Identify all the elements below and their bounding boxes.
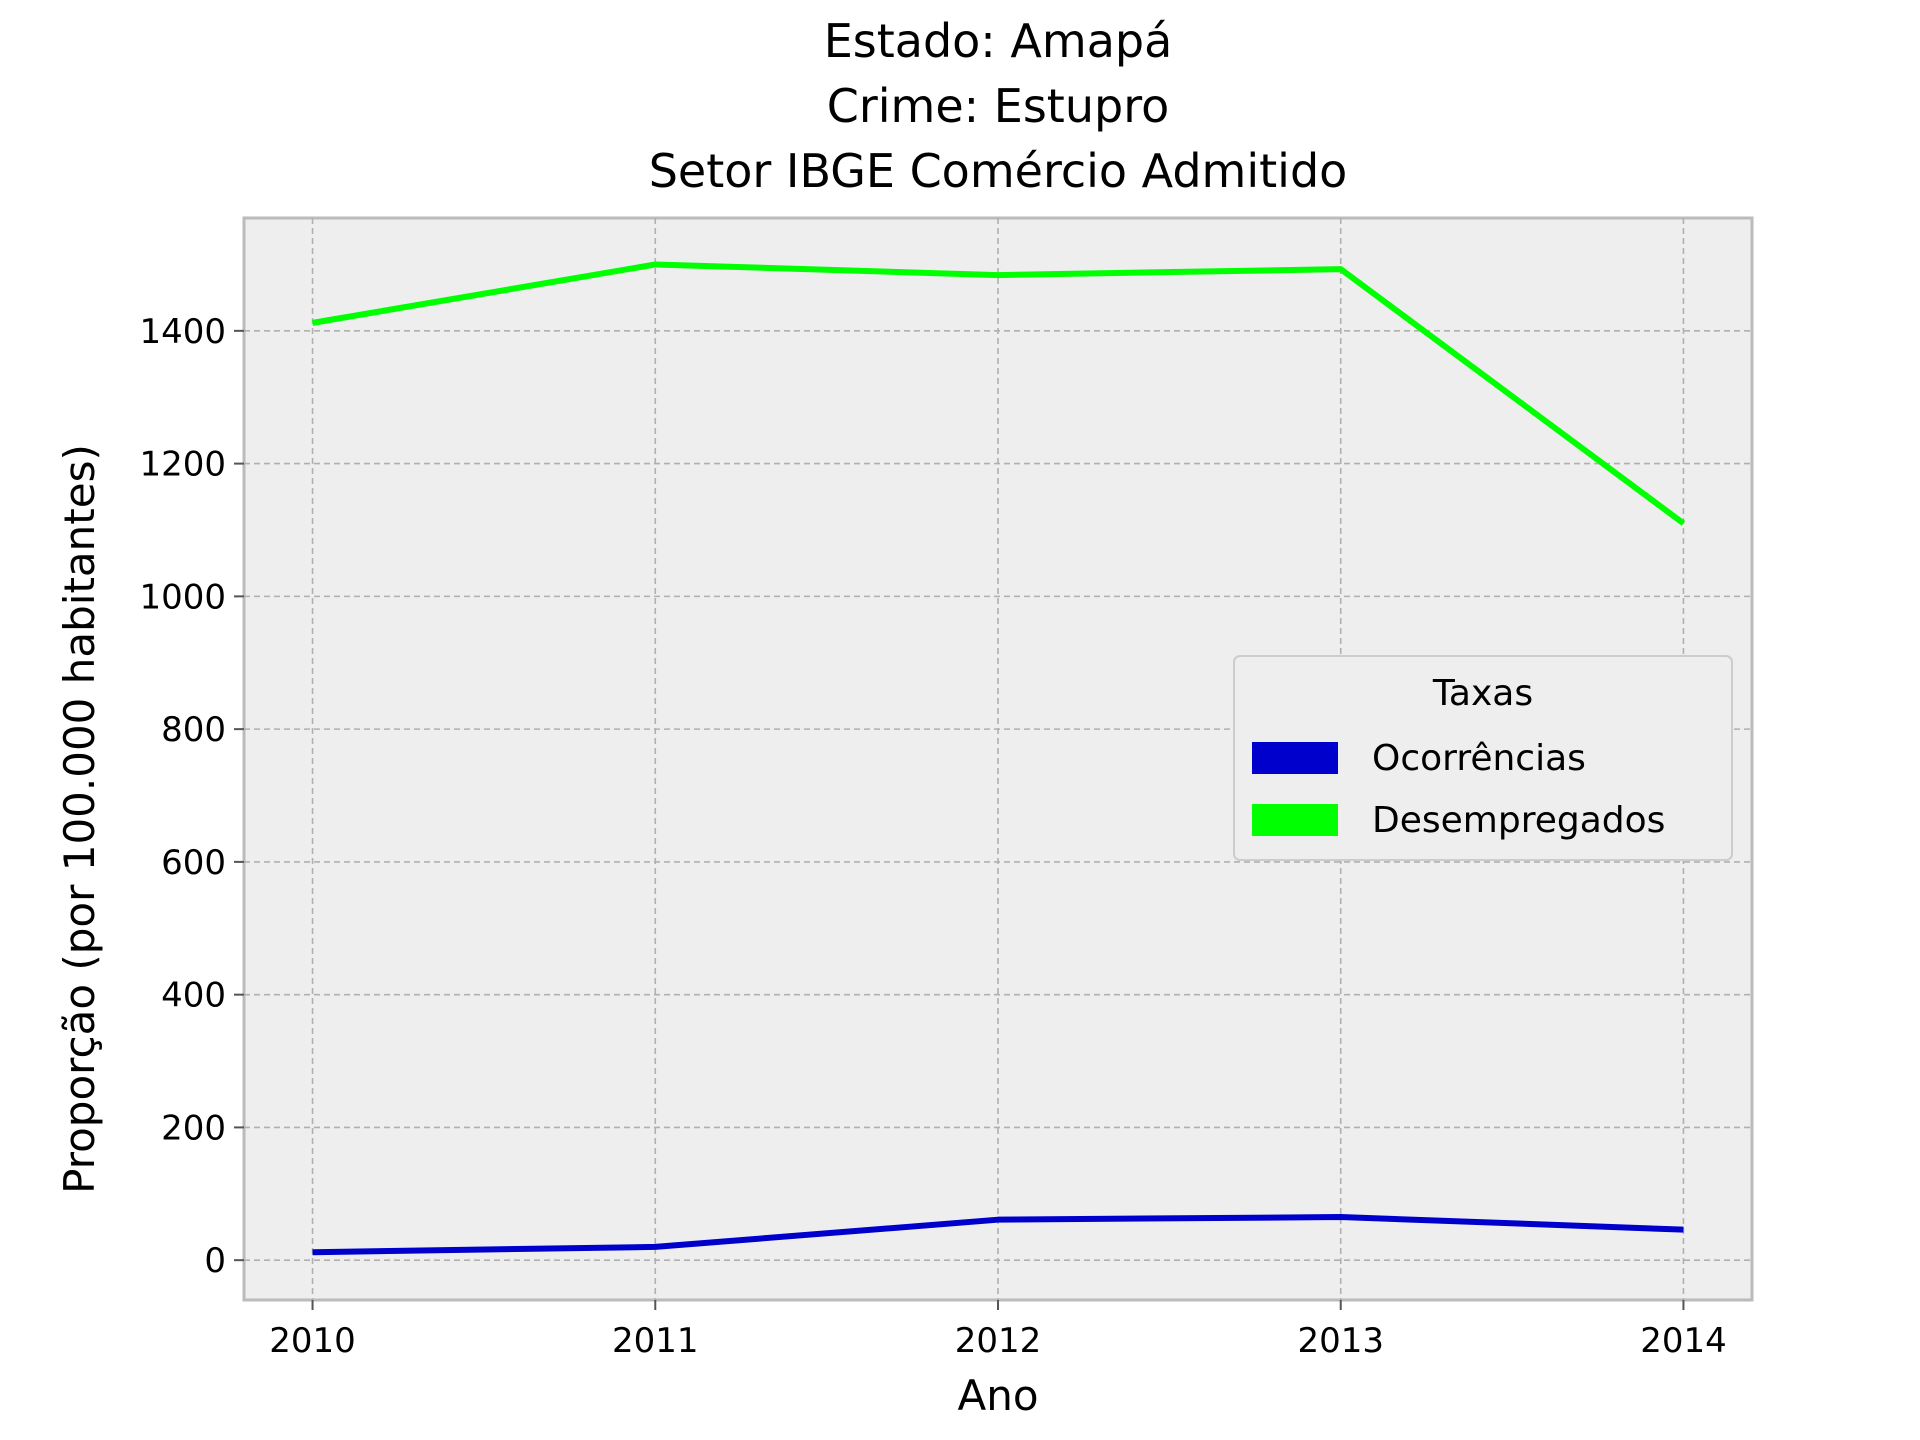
legend-label-1: Desempregados — [1372, 800, 1665, 841]
y-tick-label: 400 — [161, 976, 226, 1016]
series-line-1 — [312, 261, 1686, 526]
series-lines — [312, 261, 1686, 1256]
legend-box — [1233, 655, 1733, 861]
y-axis: 0 200 400 600 800 1000 1200 1400 — [139, 312, 244, 1281]
x-tick-label: 2014 — [1640, 1321, 1727, 1361]
legend-title: Taxas — [1432, 673, 1533, 714]
grid — [244, 218, 1752, 1300]
x-axis-label: Ano — [957, 1371, 1038, 1420]
x-tick-label: 2010 — [269, 1321, 356, 1361]
y-tick-label: 1200 — [139, 445, 226, 485]
y-axis-label: Proporção (por 100.000 habitantes) — [55, 444, 104, 1194]
chart-title: Estado: Amapá Crime: Estupro Setor IBGE Co… — [649, 14, 1348, 198]
title-line-2: Setor IBGE Comércio Admitido — [649, 144, 1348, 198]
series-line-0 — [312, 1214, 1684, 1256]
y-tick-label: 1000 — [139, 577, 226, 617]
legend-label-0: Ocorrências — [1372, 738, 1586, 779]
y-tick-label: 200 — [161, 1108, 226, 1148]
y-tick-label: 1400 — [139, 312, 226, 352]
title-line-1: Crime: Estupro — [827, 79, 1170, 133]
x-tick-label: 2013 — [1297, 1321, 1384, 1361]
y-tick-label: 800 — [161, 710, 226, 750]
legend-swatch-1 — [1252, 804, 1338, 836]
legend: Taxas Ocorrências Desempregados — [1233, 655, 1733, 861]
x-tick-label: 2012 — [955, 1321, 1042, 1361]
legend-swatch-0 — [1252, 742, 1338, 774]
x-tick-label: 2011 — [612, 1321, 699, 1361]
y-tick-label: 0 — [204, 1241, 226, 1281]
x-axis: 2010 2011 2012 2013 2014 — [269, 1300, 1727, 1361]
y-tick-label: 600 — [161, 843, 226, 883]
title-line-0: Estado: Amapá — [824, 14, 1173, 68]
